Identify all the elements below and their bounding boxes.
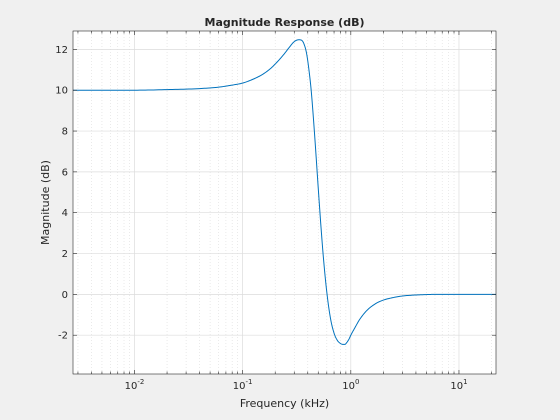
y-tick-label: -2 — [58, 331, 68, 342]
y-axis-label: Magnitude (dB) — [39, 160, 52, 245]
y-tick-label: 12 — [55, 45, 68, 56]
plot-area — [73, 31, 496, 374]
y-tick-label: 2 — [62, 249, 68, 260]
y-tick-label: 8 — [62, 127, 68, 138]
series-line — [73, 39, 496, 345]
y-ticks: -2 0 2 4 6 8 10 12 — [55, 45, 496, 342]
x-tick-label: 10-1 — [233, 378, 253, 392]
y-tick-label: 6 — [62, 167, 68, 178]
grid — [73, 31, 496, 374]
axes-box — [72, 30, 497, 375]
chart-title: Magnitude Response (dB) — [205, 16, 365, 29]
x-ticks: 10-2 10-1 100 101 — [77, 31, 492, 392]
y-tick-label: 10 — [55, 86, 68, 97]
x-axis-label: Frequency (kHz) — [240, 397, 329, 410]
y-tick-label: 0 — [62, 290, 68, 301]
x-tick-label: 10-2 — [125, 378, 145, 392]
x-tick-label: 100 — [342, 378, 359, 392]
y-tick-label: 4 — [62, 208, 68, 219]
x-tick-label: 101 — [450, 378, 467, 392]
